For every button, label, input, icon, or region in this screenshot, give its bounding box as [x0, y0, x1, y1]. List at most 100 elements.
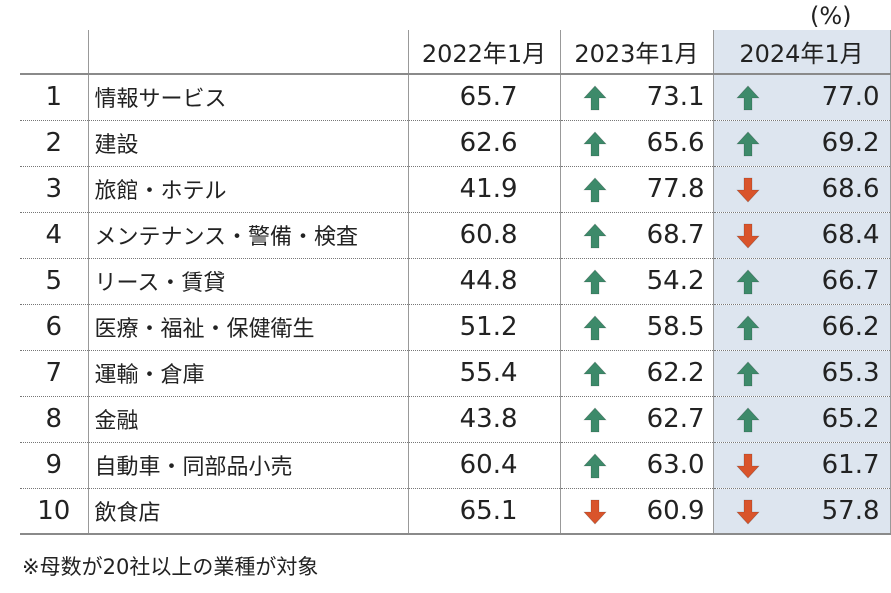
value-2024-cell: 77.0: [712, 74, 891, 120]
up-arrow-icon: [735, 85, 760, 111]
up-arrow-icon: [582, 223, 607, 248]
value-2023-cell: 68.7: [559, 212, 713, 258]
value-2024-cell: 66.2: [712, 304, 891, 350]
table-row: 1 情報サービス 65.7 73.1 77.0: [20, 74, 891, 120]
rank-cell: 7: [45, 358, 63, 388]
value-2024-cell: 68.4: [712, 212, 891, 258]
up-arrow-icon: [582, 177, 607, 202]
value-2024: 57.8: [821, 495, 880, 526]
value-2024: 77.0: [821, 82, 880, 113]
table-row: 3 旅館・ホテル 41.9 77.8 68.6: [20, 166, 891, 212]
up-arrow-icon: [582, 453, 607, 478]
value-2022-cell: 65.1: [407, 488, 560, 534]
value-2024: 66.2: [821, 312, 880, 342]
rank-cell: 1: [45, 82, 63, 113]
value-2023: 62.7: [646, 404, 705, 434]
value-2022-cell: 60.8: [407, 212, 560, 258]
value-2024-cell: 57.8: [712, 488, 891, 534]
up-arrow-icon: [735, 407, 760, 432]
value-2024-cell: 61.7: [712, 442, 891, 488]
value-2022-cell: 60.4: [407, 442, 560, 488]
up-arrow-icon: [735, 361, 760, 386]
industry-cell: 自動車・同部品小売: [87, 442, 408, 488]
industry-cell: 金融: [87, 396, 408, 442]
unit-label: (%): [810, 2, 852, 30]
value-2023-cell: 63.0: [559, 442, 713, 488]
value-2024-cell: 65.3: [712, 350, 891, 396]
value-2022-cell: 65.7: [407, 74, 560, 120]
industry-cell: 旅館・ホテル: [87, 166, 408, 212]
value-2024: 68.4: [821, 220, 880, 250]
value-2023-cell: 54.2: [559, 258, 713, 304]
industry-cell: 医療・福祉・保健衛生: [87, 304, 408, 350]
ranking-table: 2022年1月 2023年1月 2024年1月 1 情報サービス 65.7 73.1 7…: [20, 30, 891, 535]
table-row: 2 建設 62.6 65.6 69.2: [20, 120, 891, 166]
rank-cell: 3: [45, 174, 63, 204]
down-arrow-icon: [735, 223, 760, 248]
rank-cell: 5: [45, 266, 63, 296]
value-2022-cell: 51.2: [407, 304, 560, 350]
value-2024-cell: 68.6: [712, 166, 891, 212]
value-2023-cell: 58.5: [559, 304, 713, 350]
table-body: 1 情報サービス 65.7 73.1 77.0 2 建設 62.6 65.6 69.2 3 旅館・ホテ…: [20, 74, 891, 534]
industry-cell: メンテナンス・警備・検査: [87, 212, 408, 258]
value-2022-cell: 41.9: [407, 166, 560, 212]
value-2023-cell: 65.6: [559, 120, 713, 166]
value-2024: 65.2: [821, 404, 880, 434]
value-2024-cell: 69.2: [712, 120, 891, 166]
table-row: 8 金融 43.8 62.7 65.2: [20, 396, 891, 442]
value-2023-cell: 60.9: [559, 488, 713, 534]
value-2022-cell: 43.8: [407, 396, 560, 442]
value-2023: 68.7: [646, 220, 705, 250]
value-2023: 77.8: [646, 174, 705, 204]
value-2023: 62.2: [646, 358, 705, 388]
up-arrow-icon: [735, 269, 760, 294]
value-2022-cell: 44.8: [407, 258, 560, 304]
industry-cell: 運輸・倉庫: [87, 350, 408, 396]
table-row: 9 自動車・同部品小売 60.4 63.0 61.7: [20, 442, 891, 488]
value-2023: 65.6: [646, 128, 705, 158]
value-2024: 61.7: [821, 450, 880, 480]
value-2024: 68.6: [821, 174, 880, 204]
value-2024-cell: 65.2: [712, 396, 891, 442]
up-arrow-icon: [582, 131, 607, 156]
value-2022-cell: 55.4: [407, 350, 560, 396]
down-arrow-icon: [735, 453, 760, 478]
rank-cell: 6: [45, 312, 63, 342]
rank-cell: 9: [45, 450, 63, 480]
value-2023-cell: 77.8: [559, 166, 713, 212]
value-2022-cell: 62.6: [407, 120, 560, 166]
up-arrow-icon: [735, 315, 760, 340]
industry-cell: 建設: [87, 120, 408, 166]
table-row: 7 運輸・倉庫 55.4 62.2 65.3: [20, 350, 891, 396]
down-arrow-icon: [582, 499, 607, 524]
footnote: ※母数が20社以上の業種が対象: [22, 555, 319, 579]
value-2023-cell: 62.7: [559, 396, 713, 442]
industry-header: [87, 30, 408, 75]
value-2024: 66.7: [821, 266, 880, 296]
header-row: 2022年1月 2023年1月 2024年1月: [20, 30, 891, 75]
value-2023-cell: 73.1: [559, 74, 713, 120]
up-arrow-icon: [582, 85, 607, 111]
table-row: 10 飲食店 65.1 60.9 57.8: [20, 488, 891, 534]
value-2023: 73.1: [646, 82, 705, 113]
up-arrow-icon: [582, 315, 607, 340]
value-2023: 60.9: [646, 495, 705, 526]
header-2024: 2024年1月: [712, 30, 891, 75]
header-2022: 2022年1月: [407, 30, 560, 75]
rank-cell: 4: [45, 220, 63, 250]
value-2024: 65.3: [821, 358, 880, 388]
rank-cell: 8: [45, 404, 63, 434]
header-2023: 2023年1月: [559, 30, 713, 75]
industry-cell: 情報サービス: [87, 74, 408, 120]
table-row: 4 メンテナンス・警備・検査 60.8 68.7 68.4: [20, 212, 891, 258]
rank-cell: 10: [37, 495, 71, 526]
value-2024: 69.2: [821, 128, 880, 158]
up-arrow-icon: [735, 131, 760, 156]
up-arrow-icon: [582, 361, 607, 386]
industry-cell: 飲食店: [87, 488, 408, 534]
value-2023: 54.2: [646, 266, 705, 296]
value-2023-cell: 62.2: [559, 350, 713, 396]
rank-header: [20, 30, 88, 75]
down-arrow-icon: [735, 499, 760, 524]
